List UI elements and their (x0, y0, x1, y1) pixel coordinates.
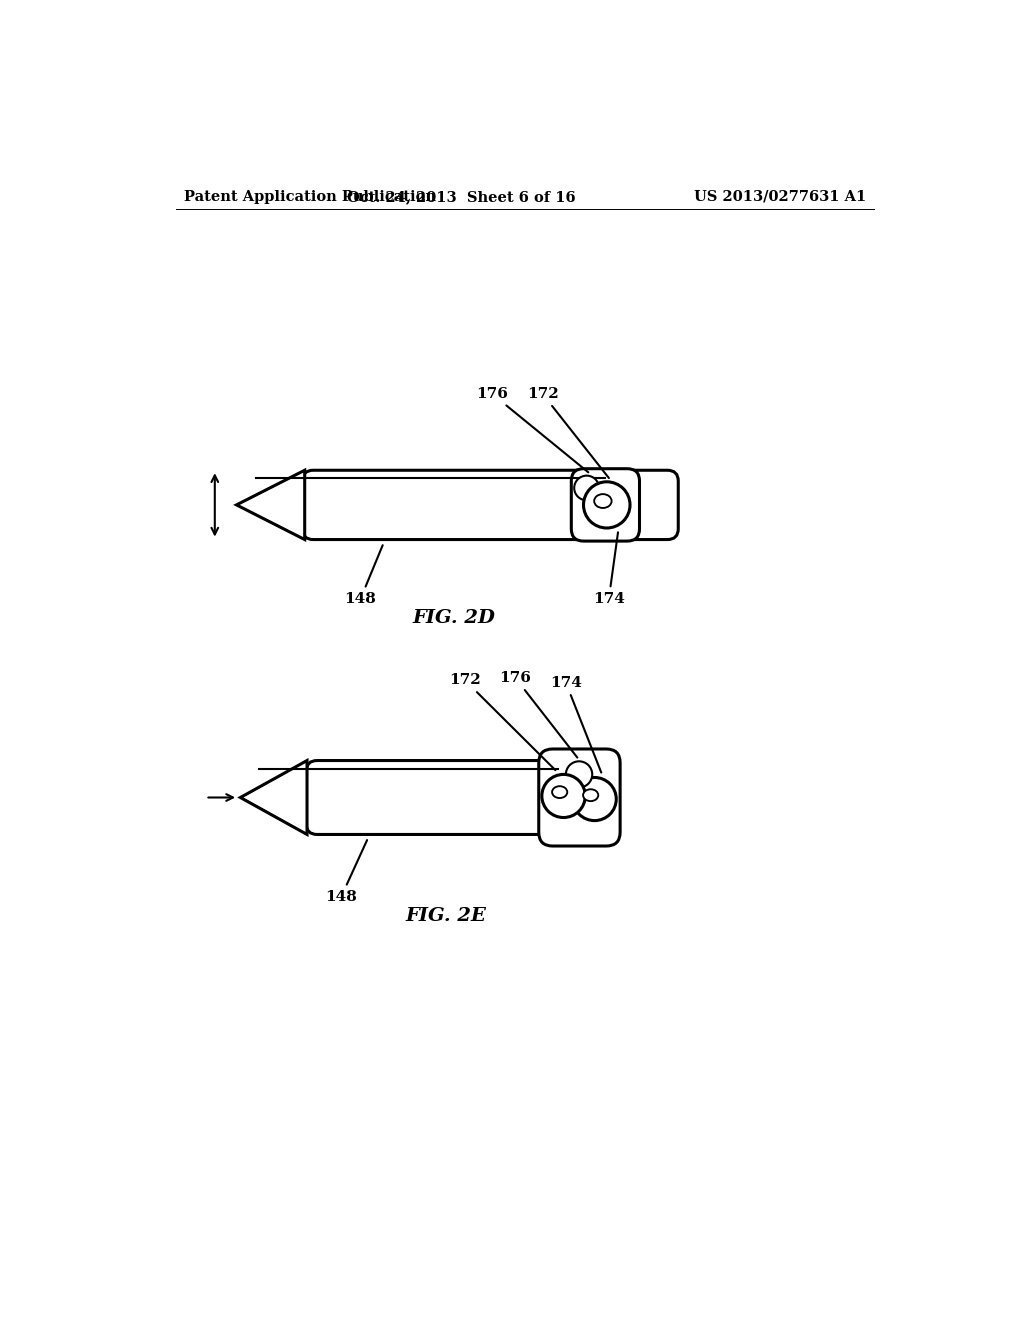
Text: US 2013/0277631 A1: US 2013/0277631 A1 (693, 190, 866, 203)
FancyBboxPatch shape (571, 469, 640, 541)
Text: 148: 148 (326, 840, 367, 904)
FancyBboxPatch shape (306, 760, 589, 834)
Ellipse shape (583, 789, 598, 801)
Text: 174: 174 (593, 532, 625, 606)
Circle shape (542, 775, 586, 817)
Text: FIG. 2E: FIG. 2E (406, 907, 486, 925)
Text: Patent Application Publication: Patent Application Publication (183, 190, 436, 203)
Text: 172: 172 (450, 673, 555, 770)
Circle shape (574, 475, 599, 500)
Text: FIG. 2D: FIG. 2D (412, 609, 495, 627)
FancyBboxPatch shape (302, 470, 678, 540)
FancyBboxPatch shape (539, 748, 621, 846)
Text: 174: 174 (550, 676, 601, 772)
Text: 172: 172 (526, 387, 609, 478)
Text: Oct. 24, 2013  Sheet 6 of 16: Oct. 24, 2013 Sheet 6 of 16 (347, 190, 575, 203)
Text: 176: 176 (500, 671, 578, 758)
Polygon shape (241, 760, 307, 834)
Text: 148: 148 (344, 545, 383, 606)
Ellipse shape (594, 494, 611, 508)
Ellipse shape (552, 787, 567, 799)
Circle shape (566, 762, 592, 788)
Polygon shape (237, 470, 305, 540)
Circle shape (572, 777, 616, 821)
Circle shape (584, 482, 630, 528)
Text: 176: 176 (476, 387, 589, 473)
